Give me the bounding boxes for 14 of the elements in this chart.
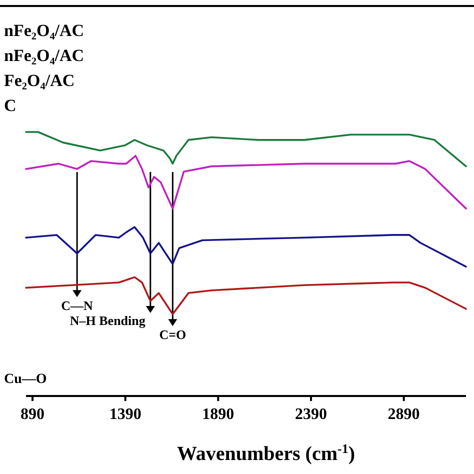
x-axis-title: Wavenumbers (cm$^{-1}$) bbox=[176, 440, 356, 465]
x-tick-label: 2390 bbox=[294, 406, 327, 423]
x-tick-label: 2890 bbox=[388, 406, 420, 423]
x-tick-label: 1390 bbox=[109, 406, 142, 423]
annotation: N–H Bending bbox=[70, 312, 146, 328]
annotation: Cu—O bbox=[4, 372, 47, 387]
text: C bbox=[4, 96, 16, 115]
x-tick-label: 1890 bbox=[202, 406, 234, 423]
text: nFe₂O₄/AC bbox=[4, 46, 84, 65]
annotation: C—N bbox=[61, 298, 94, 314]
annotation: C=O bbox=[159, 327, 186, 342]
text: Fe₂O₄/AC bbox=[4, 71, 75, 90]
x-tick-label: 890 bbox=[20, 406, 44, 423]
text: nFe₂O₄/AC bbox=[4, 21, 84, 40]
